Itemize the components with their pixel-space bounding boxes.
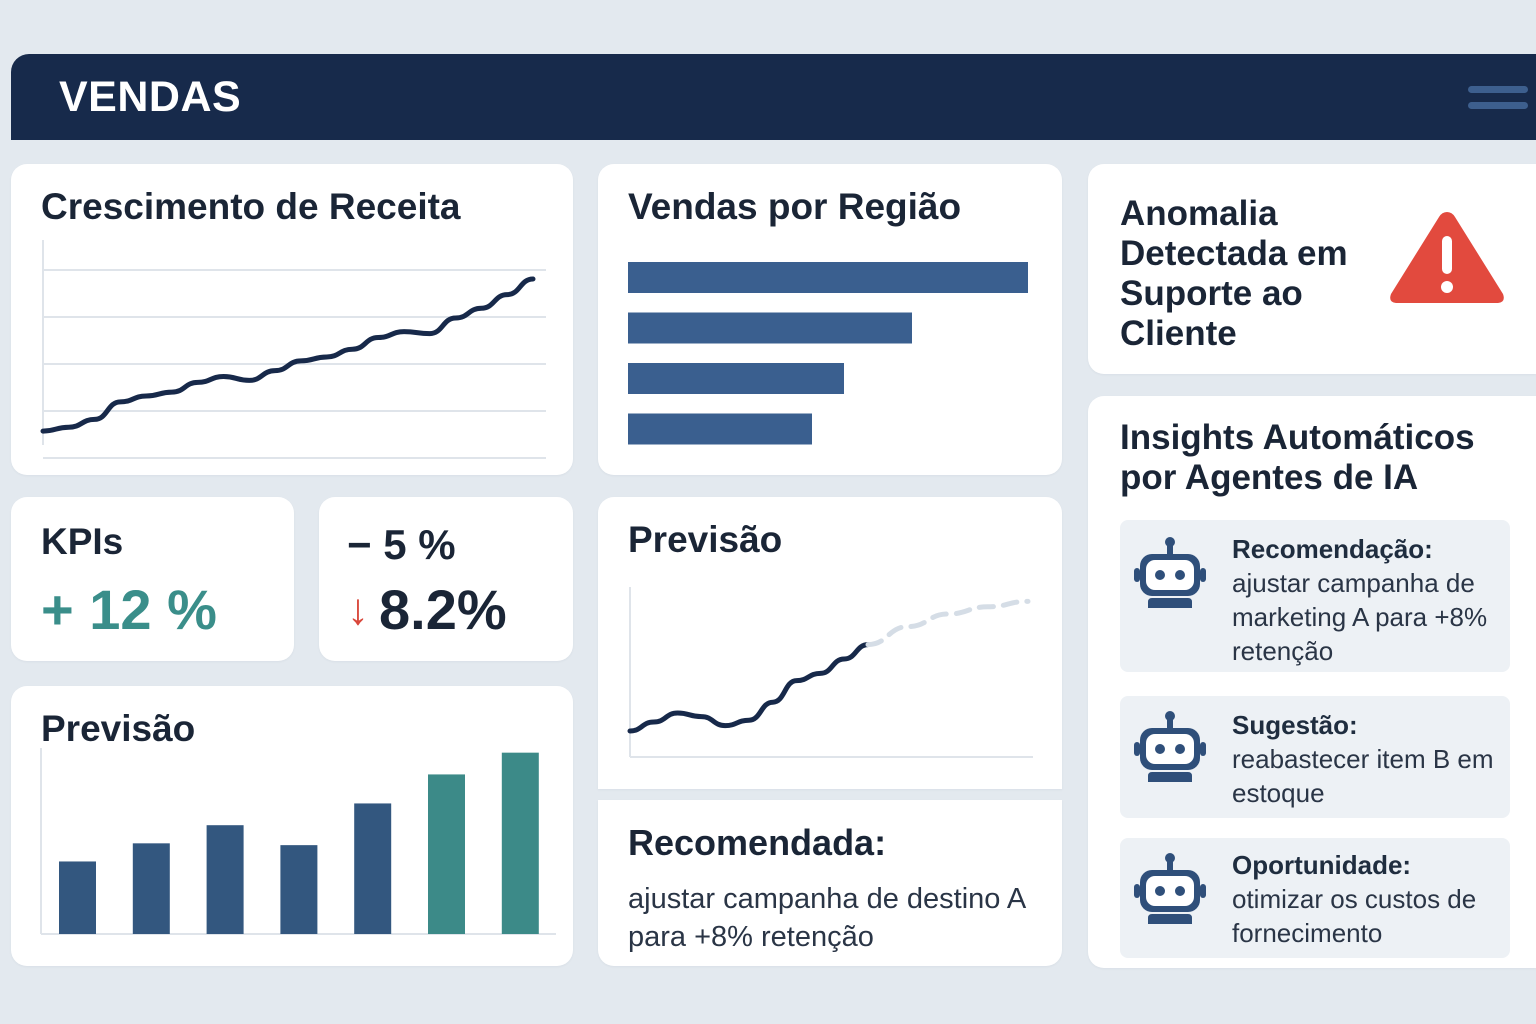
app-title: VENDAS [59, 72, 242, 121]
ai-insights-title: Insights Automáticos por Agentes de IA [1120, 418, 1475, 497]
insight-body: reabastecer item B em estoque [1232, 744, 1494, 808]
ai-insights-card: Insights Automáticos por Agentes de IA R… [1088, 396, 1536, 968]
insight-body: otimizar os custos de fornecimento [1232, 884, 1477, 948]
region-bar [628, 363, 844, 394]
recommendation-body: ajustar campanha de destino A para +8% r… [628, 883, 1025, 953]
revenue-growth-card: Crescimento de Receita [11, 164, 573, 475]
kpi-down-row: ↓ 8.2% [347, 577, 507, 642]
forecast-bar [280, 845, 318, 934]
kpi-down-value: 8.2% [379, 578, 507, 641]
anomaly-text: Anomalia Detectada em Suporte ao Cliente [1120, 194, 1348, 353]
forecast-bar [501, 752, 539, 934]
insight-item-recommendation[interactable]: Recomendação: ajustar campanha de market… [1120, 520, 1510, 672]
forecast-bar-chart [40, 748, 556, 935]
kpi-label: KPIs [41, 521, 124, 562]
revenue-growth-title: Crescimento de Receita [41, 186, 461, 227]
robot-icon [1134, 537, 1206, 608]
forecast-actual-line [627, 642, 871, 734]
arrow-down-icon: ↓ [347, 584, 369, 634]
kpi-growth-value: + 12 % [41, 578, 217, 641]
revenue-line [40, 276, 536, 434]
forecast-bar [428, 774, 465, 934]
warning-icon [1390, 212, 1504, 303]
recommendation-title: Recomendada: [628, 822, 887, 863]
insight-body: ajustar campanha de marketing A para +8%… [1232, 568, 1488, 666]
region-bar [628, 262, 1028, 293]
hamburger-menu-icon[interactable] [1468, 75, 1528, 119]
forecast-bar [59, 861, 96, 934]
anomaly-card[interactable]: Anomalia Detectada em Suporte ao Cliente [1088, 164, 1536, 374]
region-bar [628, 413, 812, 445]
sales-by-region-card: Vendas por Região [598, 164, 1062, 475]
sales-by-region-title: Vendas por Região [628, 186, 962, 227]
kpi-decline-card: − 5 % ↓ 8.2% [319, 497, 573, 661]
robot-icon [1134, 853, 1206, 924]
forecast-bar-title: Previsão [41, 708, 196, 749]
revenue-line-chart [40, 240, 546, 459]
forecast-bar [132, 843, 170, 934]
forecast-bar [206, 825, 244, 934]
top-header-bar: VENDAS [11, 54, 1536, 140]
forecast-line-card: Previsão [598, 497, 1062, 789]
insight-item-opportunity[interactable]: Oportunidade: otimizar os custos de forn… [1120, 838, 1510, 958]
forecast-line-chart [627, 587, 1033, 758]
insight-heading: Oportunidade: [1232, 850, 1412, 880]
region-bar-chart [628, 262, 1028, 445]
forecast-bar [354, 803, 392, 934]
insight-item-suggestion[interactable]: Sugestão: reabastecer item B em estoque [1120, 696, 1510, 818]
insight-heading: Sugestão: [1232, 710, 1358, 740]
region-bar [628, 312, 912, 344]
kpi-growth-card: KPIs + 12 % [11, 497, 294, 661]
insight-heading: Recomendação: [1232, 534, 1433, 564]
kpi-minus-value: − 5 % [347, 521, 456, 568]
recommendation-card: Recomendada: ajustar campanha de destino… [598, 800, 1062, 966]
robot-icon [1134, 711, 1206, 782]
forecast-bar-card: Previsão [11, 686, 573, 966]
forecast-line-title: Previsão [628, 519, 783, 560]
forecast-projected-line [865, 598, 1031, 648]
